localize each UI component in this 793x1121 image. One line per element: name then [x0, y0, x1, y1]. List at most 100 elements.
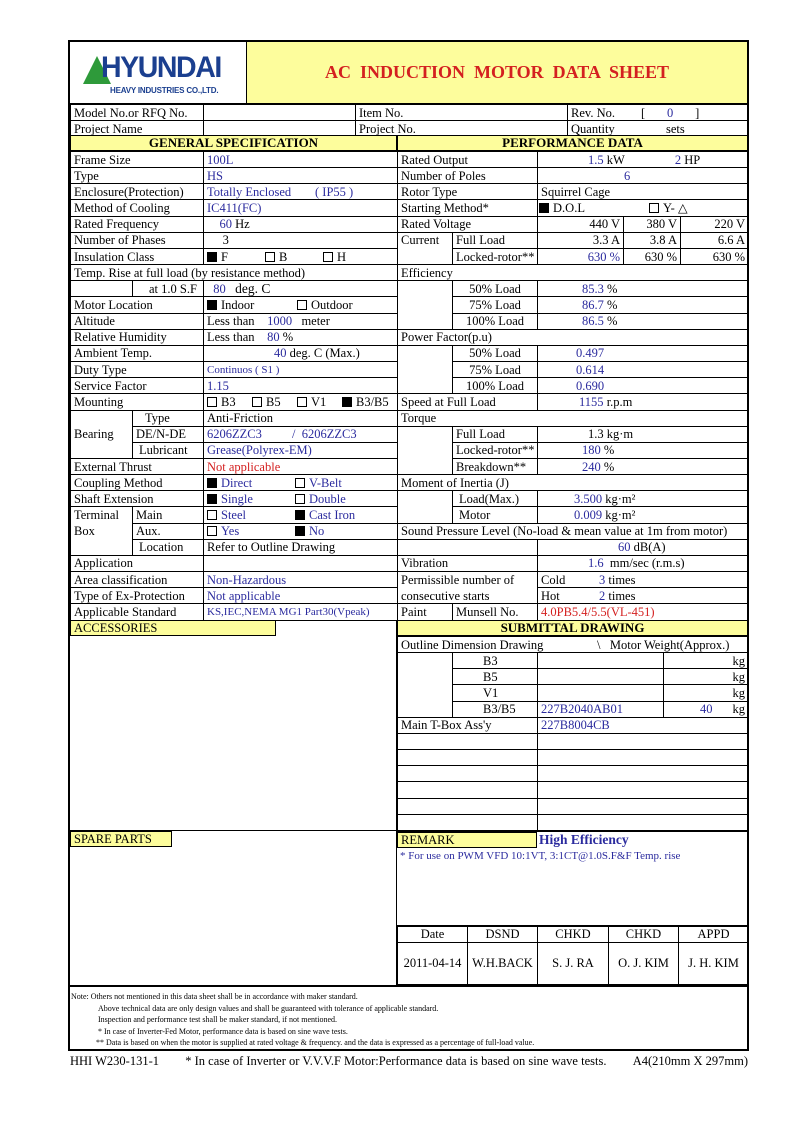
checkbox-label: B — [279, 249, 288, 264]
checkbox-label: Direct — [221, 475, 253, 490]
checkbox-label: Yes — [221, 524, 240, 539]
unchecked-box-icon[interactable] — [207, 396, 217, 407]
weight-cell: 40 kg — [662, 700, 750, 718]
checkbox-option[interactable]: Outdoor — [297, 298, 353, 312]
checkbox-option[interactable]: Direct — [207, 476, 295, 490]
checkbox-option[interactable]: Steel — [207, 508, 295, 522]
torque-full-label: Full Load — [451, 425, 539, 443]
checkbox-option[interactable]: V1 — [297, 395, 342, 409]
checkbox-option[interactable]: B — [265, 250, 323, 264]
checked-box-icon[interactable] — [207, 299, 217, 310]
service-factor-value: 1.15 — [203, 377, 398, 395]
ex-value: Not applicable — [203, 587, 398, 605]
insulation-label: Insulation Class — [70, 247, 204, 266]
humidity-value: Less than 80 % — [203, 328, 398, 346]
eff-75-label: 75% Load — [451, 296, 539, 314]
current-label: Current — [397, 231, 453, 266]
checkbox-option[interactable]: Y- △ — [649, 201, 688, 215]
type-label: Type — [70, 167, 204, 185]
drawing-type: B3/B5 — [452, 700, 538, 718]
checkbox-option[interactable]: V-Belt — [295, 476, 342, 490]
box-label: Box — [74, 524, 95, 539]
unchecked-box-icon[interactable] — [297, 299, 307, 310]
torque-locked-number: 180 — [582, 443, 601, 458]
chkd-value-2: O. J. KIM — [608, 941, 679, 985]
terminal-loc-value: Refer to Outline Drawing — [203, 538, 398, 556]
checked-box-icon[interactable] — [539, 203, 550, 214]
unchecked-box-icon[interactable] — [252, 396, 262, 407]
current-full-380: 3.8 A — [623, 231, 682, 249]
appd-value: J. H. KIM — [678, 941, 749, 985]
checkbox-option[interactable]: F — [207, 250, 265, 264]
inertia-load-label: Load(Max.) — [451, 490, 539, 508]
checkbox-option[interactable]: H — [323, 250, 346, 264]
frame-size-value: 100L — [203, 150, 398, 169]
frequency-label: Rated Frequency — [70, 215, 204, 233]
checked-box-icon[interactable] — [342, 396, 352, 407]
model-value[interactable] — [203, 103, 356, 122]
output-hp: 2 — [674, 152, 682, 167]
current-full-440: 3.3 A — [537, 231, 625, 249]
unchecked-box-icon[interactable] — [207, 510, 217, 521]
checkbox-label: F — [221, 249, 228, 264]
checked-box-icon[interactable] — [295, 526, 305, 537]
checkbox-option[interactable]: B3/B5 — [342, 395, 389, 409]
project-no-label: Project No. — [355, 120, 568, 138]
mounting-label: Mounting — [70, 393, 204, 411]
checked-box-icon[interactable] — [295, 510, 305, 521]
checkbox-option[interactable]: D.O.L — [539, 201, 649, 215]
blank-cell — [536, 781, 750, 799]
torque-locked-label: Locked-rotor** — [451, 441, 539, 459]
footer-note: * In case of Inverter or V.V.V.F Motor:P… — [185, 1054, 607, 1068]
weight-label: Motor Weight(Approx.) — [609, 637, 730, 652]
torque-full-value: 1.3 kg·m — [537, 425, 750, 443]
checkbox-option[interactable]: Yes — [207, 524, 295, 538]
checkbox-option[interactable]: Single — [207, 492, 295, 506]
inertia-motor-number: 0.009 — [574, 508, 603, 523]
bearing-de: 6206ZZC3 — [207, 427, 262, 442]
checkbox-label: V-Belt — [309, 475, 342, 490]
temp-rise-value: 80 deg. C — [203, 280, 398, 298]
remark-text: * For use on PWM VFD 10:1VT, 3:1CT@1.0S.… — [400, 850, 681, 862]
submittal-table: Outline Dimension Drawing \ Motor Weight(… — [396, 635, 750, 831]
bearing-lub-label: Lubricant — [132, 441, 204, 459]
rotor-label: Rotor Type — [396, 183, 539, 201]
signoff-table: Date DSND CHKD CHKD APPD 2011-04-14 W.H.BACK S… — [397, 925, 749, 985]
phases-number: 3 — [222, 233, 229, 248]
service-factor-label: Service Factor — [70, 377, 204, 395]
enclosure-label: Enclosure(Protection) — [70, 183, 204, 201]
unchecked-box-icon[interactable] — [295, 477, 305, 488]
unchecked-box-icon[interactable] — [265, 251, 275, 262]
note-line: Note: Others not mentioned in this data … — [71, 992, 358, 1001]
checked-box-icon[interactable] — [207, 493, 217, 504]
unchecked-box-icon[interactable] — [297, 396, 307, 407]
appd-header: APPD — [678, 925, 749, 943]
checked-box-icon[interactable] — [207, 251, 217, 262]
terminal-aux-label: Aux. — [132, 522, 204, 540]
checkbox-option[interactable]: No — [295, 524, 324, 538]
mounting-options: B3 B5 V1 B3/B5 — [203, 393, 398, 411]
temp-rise-sub-label: at 1.0 S.F — [132, 280, 204, 298]
checked-box-icon[interactable] — [207, 477, 217, 488]
checkbox-label: Single — [221, 491, 253, 506]
shaft-options: Single Double — [203, 490, 398, 508]
unchecked-box-icon[interactable] — [323, 251, 333, 262]
speed-label: Speed at Full Load — [396, 393, 539, 411]
checkbox-option[interactable]: Indoor — [207, 298, 297, 312]
eff-100-number: 86.5 — [582, 314, 604, 329]
unchecked-box-icon[interactable] — [207, 526, 217, 537]
checkbox-option[interactable]: Double — [295, 492, 346, 506]
checkbox-option[interactable]: B3 — [207, 395, 252, 409]
checkbox-option[interactable]: Cast Iron — [295, 508, 355, 522]
unchecked-box-icon[interactable] — [649, 203, 660, 214]
standard-value: KS,IEC,NEMA MG1 Part30(Vpeak) — [203, 603, 398, 621]
unchecked-box-icon[interactable] — [295, 493, 305, 504]
quantity-unit: sets — [666, 121, 685, 136]
area-value: Non-Hazardous — [203, 571, 398, 589]
checkbox-option[interactable]: B5 — [252, 395, 297, 409]
frame-size-label: Frame Size — [70, 150, 204, 169]
torque-unit: % — [603, 443, 615, 458]
ex-label: Type of Ex-Protection — [70, 587, 204, 605]
dsnd-header: DSND — [467, 925, 538, 943]
cold-label: Cold — [541, 572, 566, 587]
